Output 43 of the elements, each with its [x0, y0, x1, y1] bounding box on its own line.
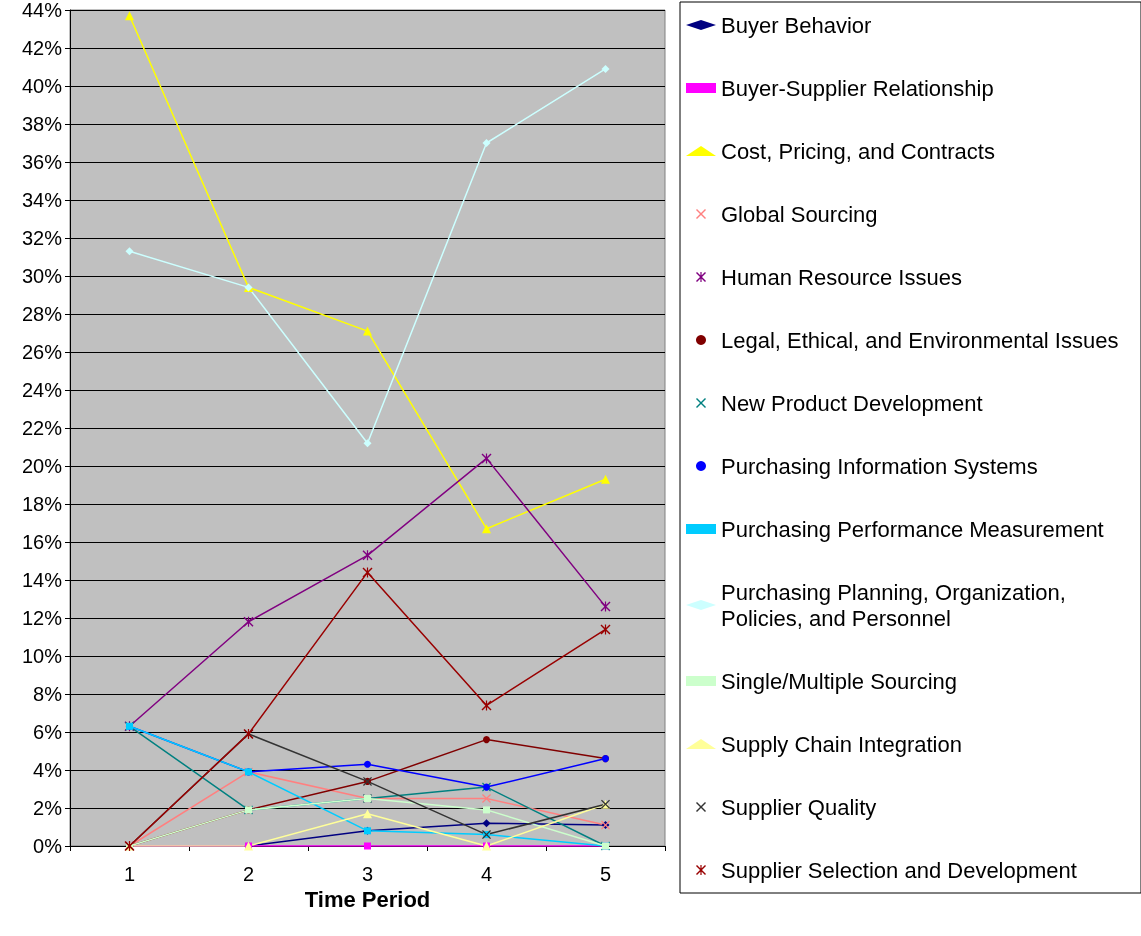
y-tick-label: 40% [21, 75, 63, 97]
y-tick-label: 38% [21, 113, 63, 135]
y-tick-label: 8% [33, 683, 63, 705]
y-tick-label: 42% [21, 37, 63, 59]
y-tick-label: 18% [21, 493, 63, 515]
y-tick-label: 6% [33, 721, 63, 743]
legend-label: Cost, Pricing, and Contracts [721, 138, 995, 164]
legend-label: Purchasing Information Systems [721, 453, 1038, 479]
x-tick-label: 5 [599, 863, 612, 885]
y-tick-label: 4% [33, 759, 63, 781]
legend-label: Supplier Selection and Development [721, 857, 1077, 883]
y-tick-label: 20% [21, 455, 63, 477]
y-tick-label: 14% [21, 569, 63, 591]
legend-label: Buyer Behavior [721, 12, 872, 38]
legend-label: Legal, Ethical, and Environmental Issues [721, 327, 1119, 353]
y-tick-label: 44% [21, 0, 63, 21]
y-tick-label: 30% [21, 265, 63, 287]
x-tick-label: 1 [123, 863, 136, 885]
legend-label: Global Sourcing [721, 201, 878, 227]
y-tick-label: 12% [21, 607, 63, 629]
y-tick-label: 32% [21, 227, 63, 249]
legend-label: Supplier Quality [721, 794, 877, 820]
y-tick-label: 36% [21, 151, 63, 173]
legend-label: Purchasing Performance Measurement [721, 516, 1104, 542]
x-tick-label: 3 [361, 863, 374, 885]
y-tick-label: 28% [21, 303, 63, 325]
y-tick-label: 34% [21, 189, 63, 211]
legend-label: Human Resource Issues [721, 264, 962, 290]
y-tick-label: 10% [21, 645, 63, 667]
y-tick-label: 0% [33, 835, 63, 857]
x-axis-title: Time Period [304, 887, 431, 913]
legend-label: New Product Development [721, 390, 983, 416]
y-tick-label: 22% [21, 417, 63, 439]
x-tick-label: 4 [480, 863, 493, 885]
x-tick-label: 2 [242, 863, 255, 885]
y-tick-label: 2% [33, 797, 63, 819]
legend-label: Single/Multiple Sourcing [721, 668, 958, 694]
y-tick-label: 24% [21, 379, 63, 401]
y-tick-label: 26% [21, 341, 63, 363]
y-tick-label: 16% [21, 531, 63, 553]
legend-label: Buyer-Supplier Relationship [721, 75, 994, 101]
legend-label: Purchasing Planning, Organization, Policies, and Personnel [721, 579, 1072, 631]
legend-label: Supply Chain Integration [721, 731, 962, 757]
